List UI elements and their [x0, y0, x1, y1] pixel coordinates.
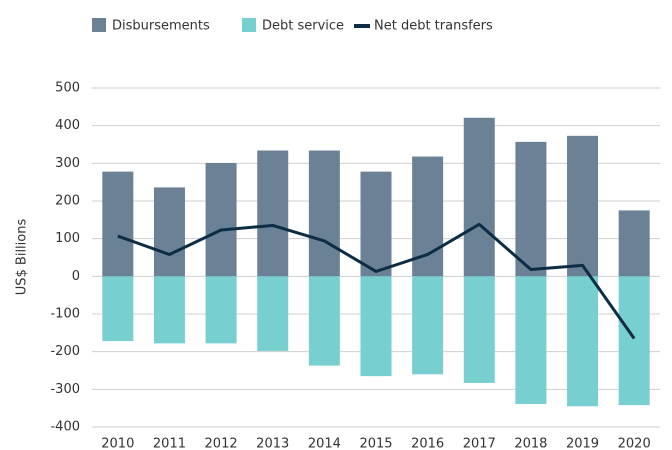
- bar: [515, 276, 547, 405]
- line: [117, 222, 636, 340]
- bar: [618, 276, 650, 406]
- bar: [257, 150, 289, 277]
- bar: [153, 187, 185, 277]
- y-tick-label: 500: [55, 81, 80, 96]
- bar: [205, 162, 237, 277]
- bar: [360, 171, 392, 277]
- y-tick-label: -400: [50, 420, 80, 435]
- x-tick-label: 2020: [618, 437, 651, 450]
- legend-swatch: [354, 24, 370, 28]
- y-tick-label: 0: [72, 269, 80, 284]
- x-tick-label: 2012: [205, 437, 238, 450]
- bar: [102, 276, 134, 342]
- legend-label: Disbursements: [112, 19, 210, 34]
- bar: [153, 276, 185, 344]
- y-tick-label: 300: [55, 156, 80, 171]
- bar: [102, 171, 134, 277]
- x-tick-label: 2018: [514, 437, 547, 450]
- bar: [515, 141, 547, 277]
- legend-swatch: [242, 18, 256, 32]
- y-tick-label: 100: [55, 231, 80, 246]
- legend-label: Debt service: [262, 19, 344, 34]
- x-tick-label: 2017: [463, 437, 496, 450]
- bar: [308, 150, 340, 277]
- y-tick-label: -300: [50, 382, 80, 397]
- y-axis-label: US$ Billions: [15, 219, 30, 296]
- bar: [567, 276, 599, 407]
- bar: [257, 276, 289, 351]
- y-tick-label: 200: [55, 194, 80, 209]
- x-tick-label: 2013: [256, 437, 289, 450]
- y-tick-label: -100: [50, 307, 80, 322]
- legend-swatch: [92, 18, 106, 32]
- x-tick-label: 2011: [153, 437, 186, 450]
- legend-label: Net debt transfers: [374, 19, 493, 34]
- bar: [308, 276, 340, 366]
- bar: [618, 210, 650, 277]
- bar: [463, 117, 495, 277]
- bar: [360, 276, 392, 377]
- x-tick-label: 2010: [101, 437, 134, 450]
- x-tick-label: 2015: [359, 437, 392, 450]
- x-tick-label: 2014: [308, 437, 341, 450]
- y-tick-label: -200: [50, 344, 80, 359]
- bar: [205, 276, 237, 344]
- bar: [567, 135, 599, 277]
- bar: [412, 276, 444, 375]
- x-tick-label: 2019: [566, 437, 599, 450]
- x-tick-label: 2016: [411, 437, 444, 450]
- bar: [463, 276, 495, 383]
- y-tick-label: 400: [55, 118, 80, 133]
